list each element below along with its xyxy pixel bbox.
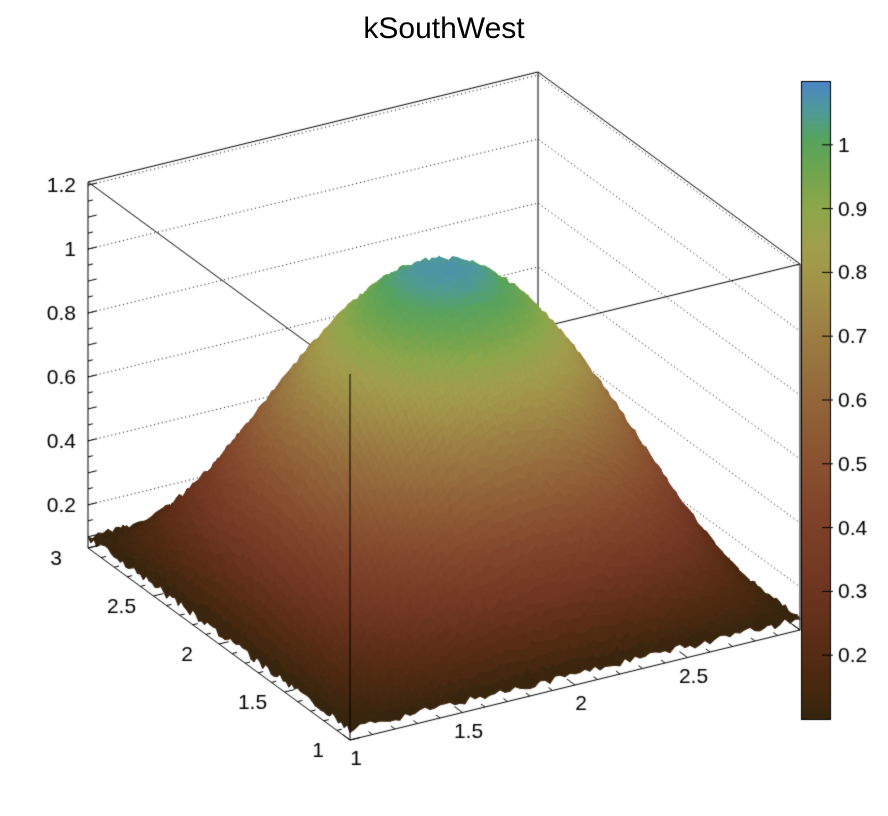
plot-title: kSouthWest: [363, 12, 525, 45]
